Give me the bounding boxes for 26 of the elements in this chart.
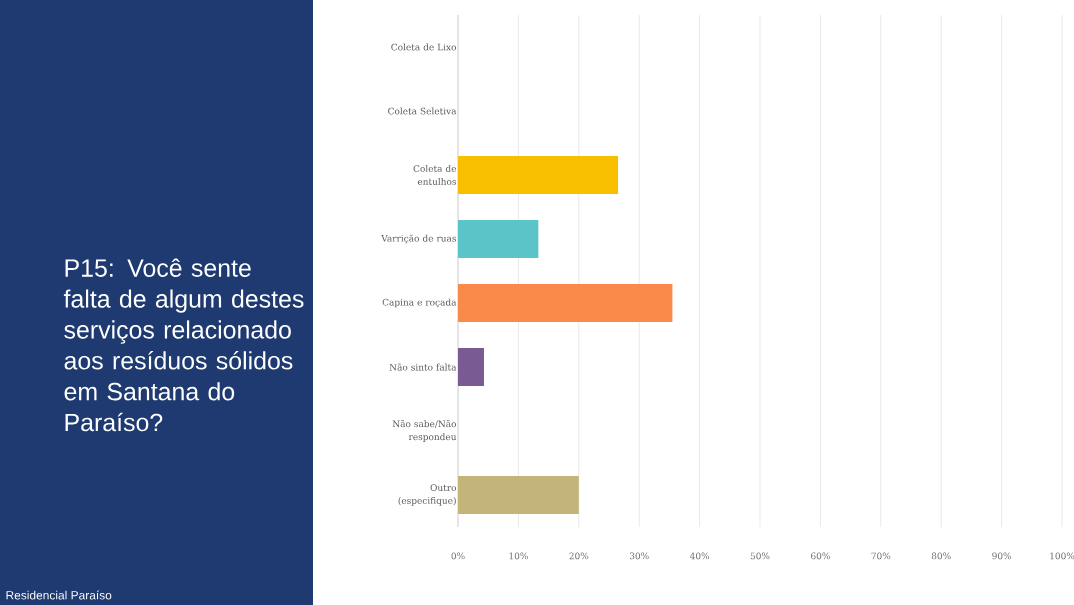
x-tick-label: 20% <box>569 552 589 560</box>
y-tick-label: Capina e roçada <box>382 298 457 308</box>
x-tick-label: 100% <box>1050 552 1074 560</box>
bar <box>458 347 484 386</box>
y-tick-label: Outro (especifique) <box>398 484 457 506</box>
y-tick-label: Coleta de entulhos <box>413 165 457 185</box>
y-tick-label: Varrição de ruas <box>381 234 457 244</box>
y-tick-label: Não sinto falta <box>389 363 457 371</box>
bar <box>458 475 579 514</box>
y-tick-label: Coleta Seletiva <box>388 107 457 115</box>
x-tick-label: 10% <box>509 552 528 560</box>
bar <box>458 283 673 322</box>
y-tick-label: Não sabe/Não respondeu <box>392 420 457 442</box>
bar <box>458 155 619 194</box>
x-tick-label: 70% <box>871 552 891 560</box>
y-tick-label: Coleta de Lixo <box>391 43 457 51</box>
x-tick-label: 40% <box>689 552 710 560</box>
x-tick-label: 60% <box>811 552 830 560</box>
bar <box>458 219 539 258</box>
x-tick-label: 80% <box>931 552 951 560</box>
text: Residencial Paraíso <box>6 590 112 600</box>
x-tick-label: 30% <box>629 552 649 560</box>
x-tick-label: 90% <box>992 552 1012 560</box>
x-tick-label: 50% <box>750 552 770 560</box>
text: P15: Você sente falta de algum destes serviços relacionado aos resíduos sólidos em Santana do Paraíso? <box>63 258 304 432</box>
x-tick-label: 0% <box>451 552 465 560</box>
